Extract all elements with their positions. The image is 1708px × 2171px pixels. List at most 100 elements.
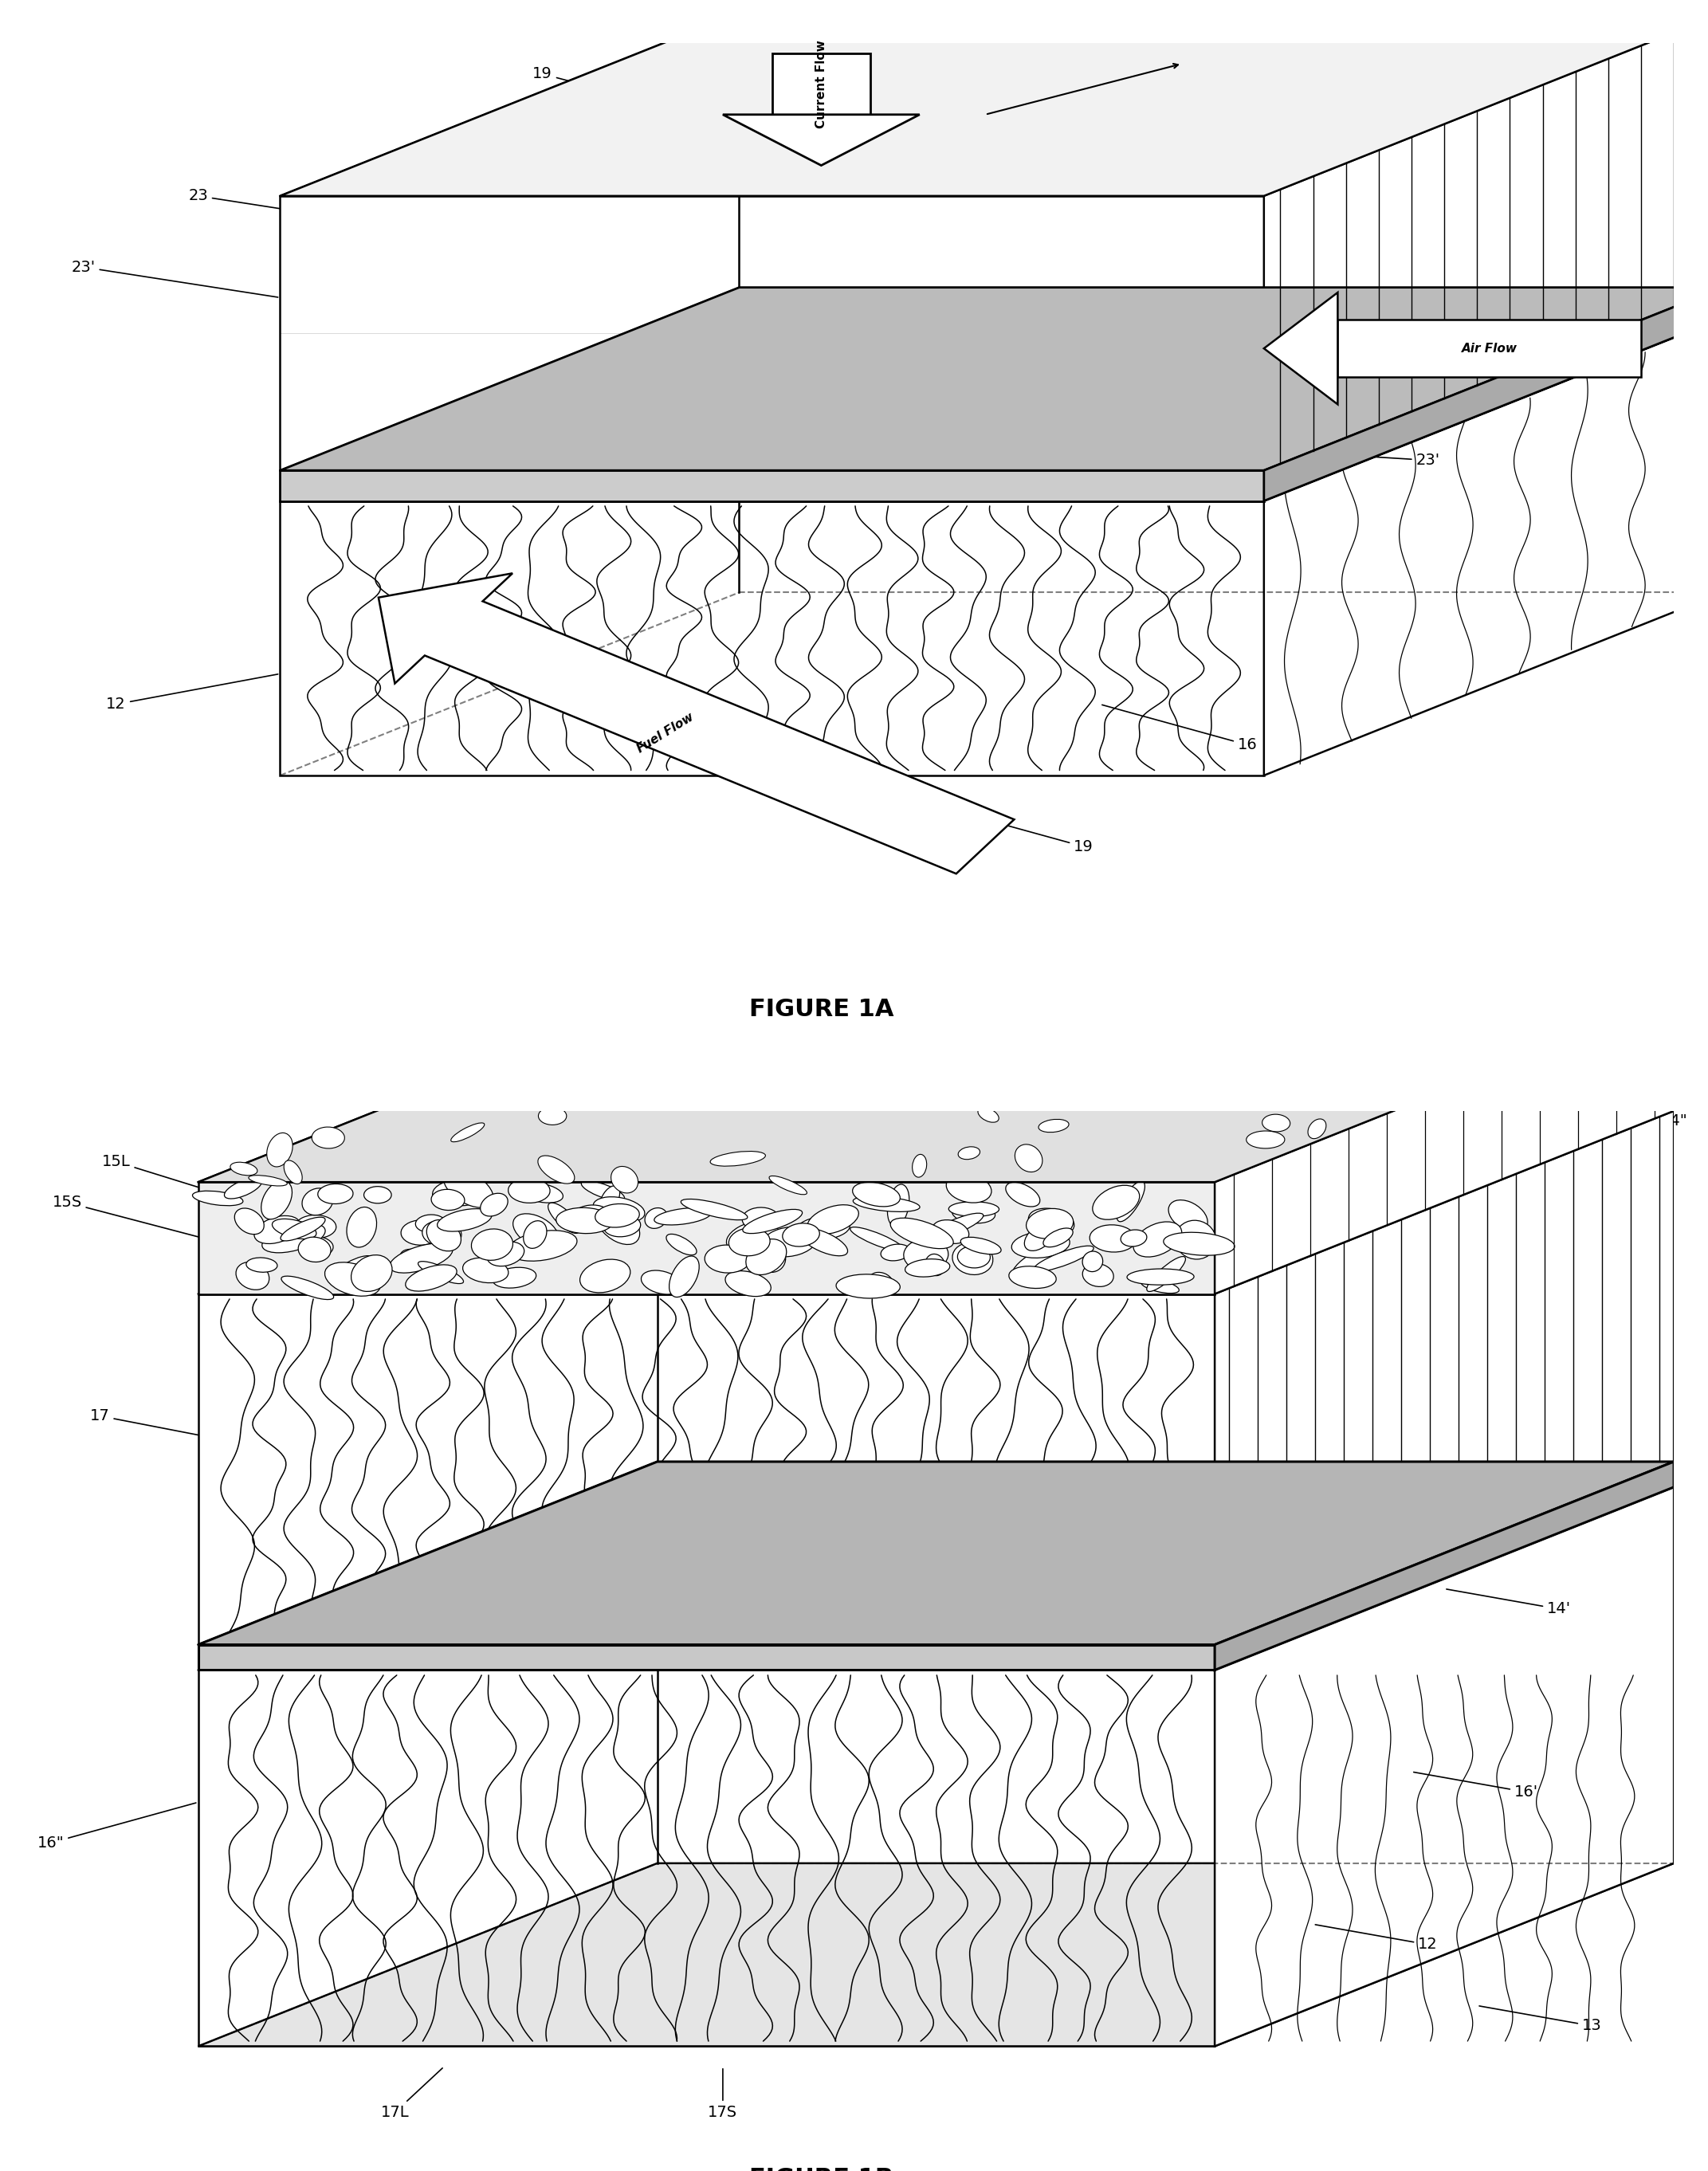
Text: 15L: 15L (102, 1155, 328, 1227)
Ellipse shape (593, 1196, 644, 1222)
Ellipse shape (666, 1233, 697, 1255)
Ellipse shape (1028, 1209, 1074, 1235)
Ellipse shape (953, 1242, 992, 1274)
Ellipse shape (1032, 994, 1079, 1010)
Ellipse shape (266, 1133, 292, 1166)
Text: 17S: 17S (709, 2069, 738, 2119)
Ellipse shape (480, 1194, 507, 1216)
Ellipse shape (852, 1183, 900, 1207)
Ellipse shape (852, 1196, 921, 1211)
Polygon shape (1264, 317, 1708, 775)
Ellipse shape (1141, 1279, 1179, 1294)
Ellipse shape (881, 1244, 910, 1261)
Ellipse shape (299, 1237, 331, 1261)
Ellipse shape (509, 1179, 550, 1203)
Ellipse shape (989, 1064, 1044, 1081)
Ellipse shape (1038, 1120, 1069, 1133)
Ellipse shape (762, 1227, 816, 1257)
Text: FIGURE 1A: FIGURE 1A (748, 999, 893, 1020)
Text: 23': 23' (72, 261, 278, 297)
Ellipse shape (904, 1237, 948, 1270)
Ellipse shape (569, 1205, 611, 1231)
Ellipse shape (926, 1255, 945, 1277)
Ellipse shape (272, 1218, 316, 1240)
Ellipse shape (282, 1277, 333, 1300)
Ellipse shape (519, 1183, 564, 1203)
Ellipse shape (979, 1107, 999, 1122)
Ellipse shape (951, 1203, 996, 1222)
Ellipse shape (318, 1183, 354, 1205)
Polygon shape (280, 287, 1708, 471)
Ellipse shape (507, 1231, 577, 1261)
Ellipse shape (442, 1188, 477, 1205)
Polygon shape (1214, 1112, 1674, 1646)
Ellipse shape (642, 1005, 666, 1036)
Ellipse shape (401, 1220, 441, 1244)
Ellipse shape (1083, 1264, 1114, 1287)
Ellipse shape (1011, 1246, 1064, 1281)
Ellipse shape (295, 1216, 336, 1237)
Ellipse shape (757, 1244, 786, 1272)
Ellipse shape (451, 1122, 485, 1142)
Ellipse shape (1223, 1059, 1264, 1081)
Ellipse shape (538, 1155, 574, 1183)
Ellipse shape (594, 1205, 639, 1227)
Polygon shape (198, 1646, 1214, 1669)
Polygon shape (280, 502, 1264, 775)
Text: Fuel Flow: Fuel Flow (635, 710, 695, 756)
Ellipse shape (651, 1086, 683, 1109)
Ellipse shape (958, 1246, 991, 1268)
Ellipse shape (915, 1072, 939, 1090)
Ellipse shape (471, 1229, 512, 1261)
Ellipse shape (746, 1240, 786, 1274)
Ellipse shape (681, 1198, 748, 1220)
Text: 13: 13 (1479, 2006, 1602, 2034)
Ellipse shape (541, 1053, 586, 1083)
Ellipse shape (254, 1216, 301, 1244)
Ellipse shape (246, 1257, 277, 1272)
Ellipse shape (594, 1016, 618, 1031)
Text: 15S: 15S (53, 1194, 278, 1257)
Text: 17: 17 (91, 1409, 360, 1465)
Ellipse shape (1079, 1081, 1098, 1101)
Ellipse shape (347, 1207, 377, 1248)
Polygon shape (198, 1461, 1674, 1646)
Text: 12: 12 (106, 675, 278, 712)
Polygon shape (198, 1863, 1674, 2047)
Text: 14: 14 (1348, 297, 1488, 326)
Ellipse shape (432, 1181, 475, 1205)
Ellipse shape (594, 1203, 640, 1244)
Ellipse shape (1025, 1222, 1054, 1250)
Ellipse shape (492, 1268, 536, 1287)
Ellipse shape (851, 1227, 904, 1250)
Ellipse shape (548, 1203, 579, 1233)
Ellipse shape (335, 1255, 372, 1277)
Text: 10': 10' (1281, 1112, 1305, 1127)
Ellipse shape (1044, 1229, 1073, 1246)
Ellipse shape (611, 1166, 639, 1194)
Ellipse shape (922, 999, 974, 1014)
Ellipse shape (640, 1270, 681, 1294)
Ellipse shape (1093, 1185, 1139, 1220)
Ellipse shape (1097, 1075, 1129, 1094)
Ellipse shape (705, 1244, 750, 1272)
Ellipse shape (261, 1222, 325, 1253)
Ellipse shape (1163, 1233, 1235, 1255)
Ellipse shape (799, 1229, 847, 1255)
Polygon shape (1214, 1487, 1674, 2047)
Text: 15: 15 (615, 1118, 656, 1175)
Ellipse shape (284, 1161, 302, 1183)
Ellipse shape (729, 1229, 770, 1255)
Polygon shape (280, 471, 1264, 502)
Polygon shape (1214, 999, 1674, 1294)
Polygon shape (1214, 1461, 1674, 1669)
Ellipse shape (193, 1192, 243, 1205)
Ellipse shape (415, 1214, 446, 1233)
Ellipse shape (463, 1257, 509, 1283)
Ellipse shape (523, 1220, 547, 1248)
Text: Current Flow: Current Flow (815, 39, 827, 128)
Ellipse shape (538, 1107, 567, 1125)
Ellipse shape (719, 1079, 763, 1099)
Ellipse shape (769, 1177, 806, 1194)
Polygon shape (1264, 287, 1708, 502)
